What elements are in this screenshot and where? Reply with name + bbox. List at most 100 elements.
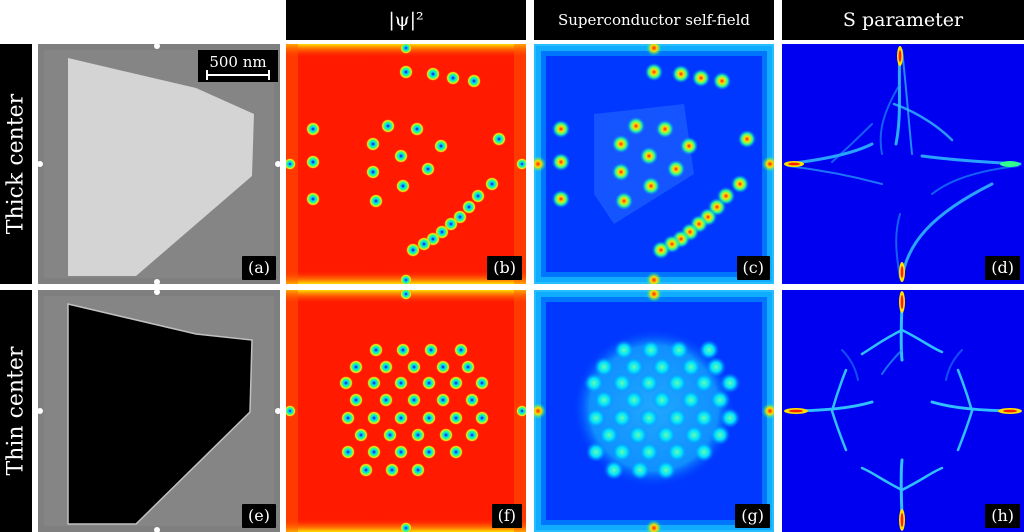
vortex <box>394 411 408 425</box>
vortex <box>367 445 381 459</box>
vortex-field <box>667 408 687 428</box>
vortex-field <box>652 241 670 259</box>
header-s-parameter-text: S parameter <box>842 9 964 31</box>
edge-field-spot <box>646 520 662 532</box>
vortex-field <box>639 373 659 393</box>
vortex-field <box>639 442 659 462</box>
edge-field-spot <box>646 272 662 284</box>
vortex <box>394 445 408 459</box>
vortex <box>410 122 424 136</box>
vortex-field <box>706 357 726 377</box>
header-self-field-text: Superconductor self-field <box>557 11 751 29</box>
field-map-c <box>534 44 774 284</box>
vortex <box>369 194 383 208</box>
vortex-field <box>684 425 704 445</box>
s-map-h <box>782 290 1024 532</box>
edge-field-spot <box>646 44 662 56</box>
edge-field-spot <box>646 290 662 302</box>
psi-map-f <box>286 290 526 532</box>
vortex-field <box>667 373 687 393</box>
vortex-field <box>612 408 632 428</box>
psi-map-b <box>286 44 526 284</box>
vortex <box>446 71 460 85</box>
vortex <box>407 360 421 374</box>
panel-f-psi-thin: (f) <box>286 290 526 532</box>
vortex-field <box>681 390 701 410</box>
edge-field-spot <box>534 156 546 172</box>
vortex-field <box>681 357 701 377</box>
vortex <box>394 149 408 163</box>
edge-vortex <box>286 405 296 417</box>
vortex <box>306 122 320 136</box>
vortex <box>399 65 413 79</box>
vortex-field <box>612 135 630 153</box>
vortex <box>366 165 380 179</box>
vortex <box>465 393 479 407</box>
vortex <box>349 393 363 407</box>
vortex <box>407 393 421 407</box>
vortex <box>449 445 463 459</box>
vortex-field <box>612 163 630 181</box>
vortex <box>396 179 410 193</box>
vortex <box>379 360 393 374</box>
vortex <box>449 376 463 390</box>
vortex-field <box>652 390 672 410</box>
vortex <box>306 192 320 206</box>
thin-center-region <box>67 303 253 525</box>
vortex-field <box>604 460 624 480</box>
label-d: (d) <box>985 256 1020 280</box>
vortex <box>449 411 463 425</box>
thick-center-region <box>68 58 254 276</box>
label-g: (g) <box>735 504 770 528</box>
geometry-svg-a <box>38 44 280 284</box>
vortex-field <box>640 147 658 165</box>
row-header-thick-text: Thick center <box>3 93 29 235</box>
header-s-parameter: S parameter <box>782 0 1024 40</box>
vortex <box>379 393 393 407</box>
vortex-field <box>639 408 659 428</box>
vortex-field <box>642 177 660 195</box>
vortex <box>383 428 397 442</box>
vortex <box>436 360 450 374</box>
label-h: (h) <box>985 504 1020 528</box>
vortex-field <box>713 72 731 90</box>
vortex-field <box>710 425 730 445</box>
header-psi: |ψ|² <box>286 0 526 40</box>
panel-e-thin-geometry: (e) <box>38 290 280 532</box>
field-map-g <box>534 290 774 532</box>
vortex <box>367 376 381 390</box>
panel-b-psi-thick: (b) <box>286 44 526 284</box>
vortex <box>359 463 373 477</box>
vortex <box>434 139 448 153</box>
scale-bar-label: 500 nm <box>209 53 267 71</box>
row-header-thick: Thick center <box>0 44 32 284</box>
vortex-field <box>586 442 606 462</box>
vortex-field <box>594 390 614 410</box>
header-psi-text: |ψ|² <box>388 9 424 31</box>
scale-bar-line <box>206 70 270 80</box>
vortex <box>462 200 476 214</box>
vortex-field <box>645 63 663 81</box>
header-self-field: Superconductor self-field <box>534 0 774 40</box>
vortex-field <box>694 408 714 428</box>
label-a: (a) <box>241 256 276 280</box>
vortex <box>444 217 458 231</box>
vortex <box>422 445 436 459</box>
vortex-field <box>552 120 570 138</box>
edge-field-spot <box>534 403 546 419</box>
label-c: (c) <box>736 256 770 280</box>
vortex-field <box>692 69 710 87</box>
vortex-field <box>552 190 570 208</box>
vortex-field <box>641 340 661 360</box>
label-f: (f) <box>491 504 522 528</box>
edge-vortex <box>516 158 526 170</box>
vortex <box>366 137 380 151</box>
vortex-field <box>731 175 749 193</box>
geometry-svg-e <box>38 290 280 532</box>
vortex <box>339 376 353 390</box>
vortex-field <box>694 373 714 393</box>
vortex <box>411 428 425 442</box>
vortex-field <box>694 442 714 462</box>
edge-vortex <box>516 405 526 417</box>
vortex-field <box>720 408 740 428</box>
